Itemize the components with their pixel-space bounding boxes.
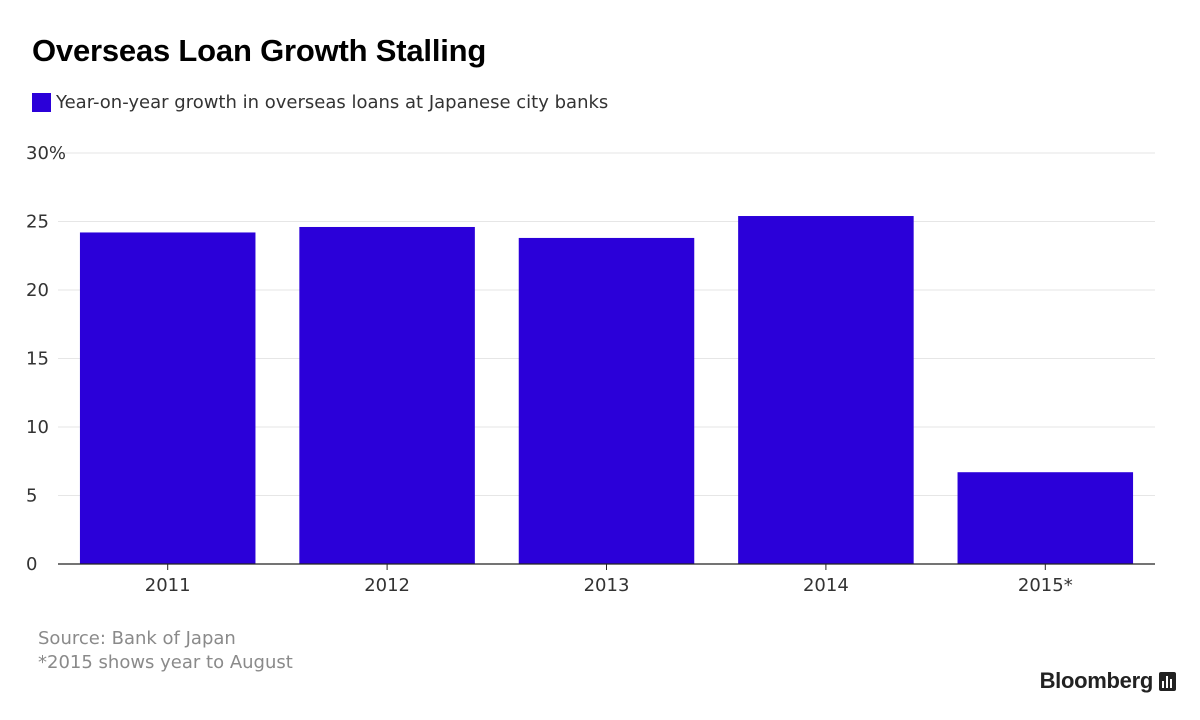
brand-logo: Bloomberg: [1040, 668, 1176, 694]
x-tick-label: 2014: [803, 575, 849, 596]
brand-name: Bloomberg: [1039, 668, 1154, 693]
y-tick-label: 5: [26, 486, 37, 507]
bar: [518, 237, 695, 564]
x-tick-label: 2012: [364, 575, 410, 596]
bar: [738, 216, 914, 564]
bar: [299, 226, 475, 565]
bar: [79, 232, 256, 564]
footnote: *2015 shows year to August: [38, 652, 293, 673]
x-tick-label: 2015*: [1018, 575, 1073, 596]
y-tick-label: 20: [26, 280, 49, 301]
bar-chart: 30% 25 20 15 10 5 0 2011 2012 2013 2014 2015*: [26, 143, 1155, 596]
y-tick-label: 25: [26, 212, 49, 233]
y-tick-label: 15: [26, 349, 49, 370]
legend: Year-on-year growth in overseas loans at…: [32, 91, 608, 113]
chart-title: Overseas Loan Growth Stalling: [32, 33, 487, 68]
legend-label: Year-on-year growth in overseas loans at…: [56, 91, 609, 113]
bloomberg-chart-icon: [1159, 671, 1176, 691]
y-tick-label: 30%: [26, 143, 66, 164]
source-notes: Source: Bank of Japan *2015 shows year t…: [38, 627, 293, 675]
x-tick-label: 2013: [584, 575, 630, 596]
bar: [957, 472, 1134, 564]
source-line: Source: Bank of Japan: [38, 628, 236, 649]
y-tick-label: 10: [26, 417, 49, 438]
legend-swatch: [32, 92, 51, 112]
x-tick-label: 2011: [145, 575, 191, 596]
y-tick-label: 0: [26, 554, 37, 575]
